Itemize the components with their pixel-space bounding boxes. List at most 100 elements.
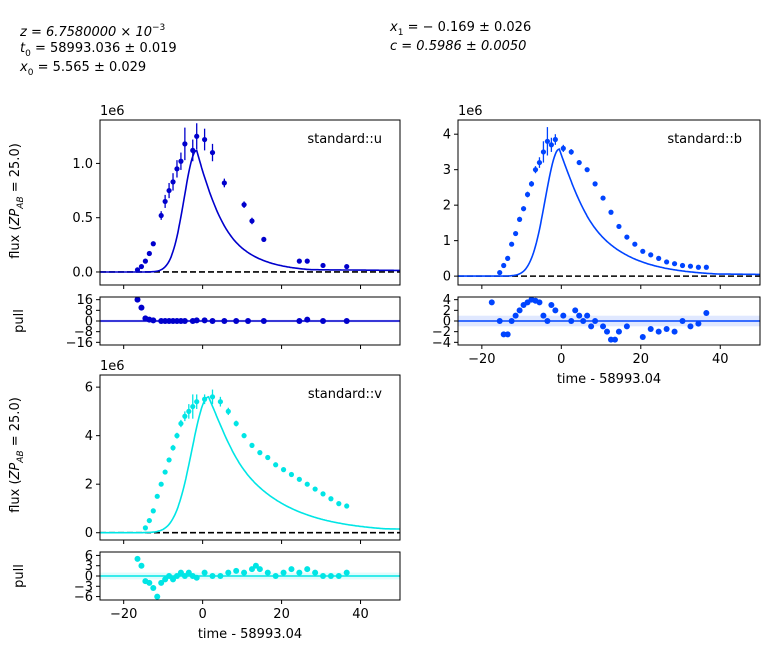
- pull-point-34: [335, 573, 342, 579]
- data-point-4: [150, 241, 156, 247]
- pull-point-3: [146, 579, 153, 586]
- data-point-31: [336, 501, 342, 507]
- data-point-19: [592, 181, 598, 187]
- pull-point-30: [304, 566, 311, 573]
- axes-frame: [99, 374, 401, 541]
- pull-point-34: [671, 328, 678, 335]
- pull-point-1: [138, 562, 145, 569]
- pull-y-tick-label-0: 16: [76, 293, 93, 308]
- pull-point-21: [241, 569, 248, 576]
- pull-y-tick-label-3: −8: [74, 325, 93, 340]
- pull-point-25: [264, 569, 271, 576]
- data-point-26: [648, 252, 654, 258]
- pull-point-35: [679, 318, 686, 324]
- pull-point-7: [162, 576, 169, 583]
- pull-point-20: [233, 567, 240, 574]
- data-point-13: [548, 142, 554, 148]
- x-tick-label-0: −20: [110, 607, 137, 622]
- pull-point-11: [177, 569, 184, 576]
- offset-label: 1e6: [458, 104, 483, 119]
- data-point-5: [162, 469, 168, 475]
- pull-point-14: [548, 302, 555, 308]
- y-tick-label-1: 1: [443, 234, 451, 249]
- data-point-14: [202, 136, 208, 143]
- data-point-8: [528, 181, 535, 187]
- pull-y-tick-label-4: −16: [66, 336, 93, 351]
- pull-point-38: [703, 310, 710, 316]
- pull-point-5: [512, 312, 519, 319]
- pull-point-20: [580, 318, 587, 324]
- data-point-29: [320, 491, 326, 497]
- data-point-2: [142, 258, 148, 264]
- data-point-18: [584, 167, 590, 173]
- fit-parameters: z = 6.7580000 × 10−3t0 = 58993.036 ± 0.0…: [19, 20, 531, 78]
- pull-point-6: [516, 307, 523, 314]
- pull-point-19: [576, 312, 583, 319]
- data-point-24: [632, 241, 638, 247]
- flux-ylabel-top: flux (ZPAB = 25.0): [8, 143, 26, 259]
- x-tick-label-2: 20: [633, 352, 650, 367]
- pull-point-18: [572, 307, 579, 314]
- pull-point-11: [181, 318, 188, 324]
- pull-point-9: [170, 576, 177, 583]
- data-point-26: [296, 476, 302, 482]
- pull-ylabel-top: pull: [12, 309, 27, 333]
- pull-point-18: [245, 318, 252, 324]
- data-point-19: [241, 433, 247, 439]
- data-point-20: [249, 442, 255, 448]
- param-t0: t0 = 58993.036 ± 0.019: [20, 41, 177, 59]
- pull-point-1: [496, 318, 503, 324]
- param-c: c = 0.5986 ± 0.0050: [390, 39, 526, 54]
- data-point-15: [209, 149, 216, 156]
- data-point-15: [560, 145, 566, 151]
- data-point-19: [261, 236, 267, 243]
- pull-point-33: [327, 573, 334, 579]
- data-point-9: [532, 167, 539, 173]
- pull-point-13: [185, 569, 192, 576]
- pull-point-32: [655, 328, 662, 335]
- data-point-32: [344, 503, 350, 509]
- pull-point-0: [134, 297, 141, 303]
- data-point-15: [209, 394, 216, 400]
- data-point-7: [170, 445, 176, 451]
- data-point-20: [296, 258, 302, 264]
- x-tick-label-3: 40: [712, 352, 729, 367]
- data-point-22: [265, 454, 271, 461]
- pull-point-28: [288, 566, 295, 573]
- data-point-11: [182, 141, 188, 147]
- pull-point-0: [488, 299, 495, 306]
- pull-y-tick-label-0: 6: [85, 549, 93, 564]
- flux-ylabel-bottom: flux (ZPAB = 25.0): [8, 397, 26, 513]
- data-point-11: [540, 149, 547, 155]
- pull-point-19: [260, 318, 267, 324]
- pull-y-tick-label-0: 4: [443, 293, 451, 308]
- pull-point-10: [173, 573, 180, 579]
- pull-point-11: [536, 299, 543, 306]
- data-point-2: [150, 508, 156, 514]
- pull-y-tick-label-3: −2: [432, 325, 451, 340]
- data-point-3: [146, 250, 152, 257]
- data-point-22: [616, 223, 622, 230]
- y-tick-label-0: 0: [443, 270, 451, 285]
- data-point-4: [513, 230, 519, 237]
- pull-point-29: [623, 323, 630, 330]
- pull-point-31: [647, 326, 654, 332]
- pull-point-12: [181, 573, 188, 579]
- data-point-12: [544, 138, 551, 144]
- data-point-3: [509, 241, 515, 247]
- pull-point-18: [217, 573, 224, 579]
- pull-point-22: [320, 318, 327, 324]
- data-point-14: [202, 396, 208, 402]
- pull-point-24: [256, 566, 263, 573]
- data-point-10: [178, 158, 184, 164]
- pull-point-27: [280, 569, 287, 576]
- pull-y-tick-label-1: 2: [443, 304, 451, 319]
- pull-point-33: [663, 326, 670, 332]
- offset-label: 1e6: [100, 104, 125, 119]
- y-tick-label-2: 2: [443, 199, 451, 214]
- pull-point-25: [604, 328, 611, 335]
- data-point-21: [257, 450, 263, 456]
- y-tick-label-0: 0.0: [72, 265, 93, 280]
